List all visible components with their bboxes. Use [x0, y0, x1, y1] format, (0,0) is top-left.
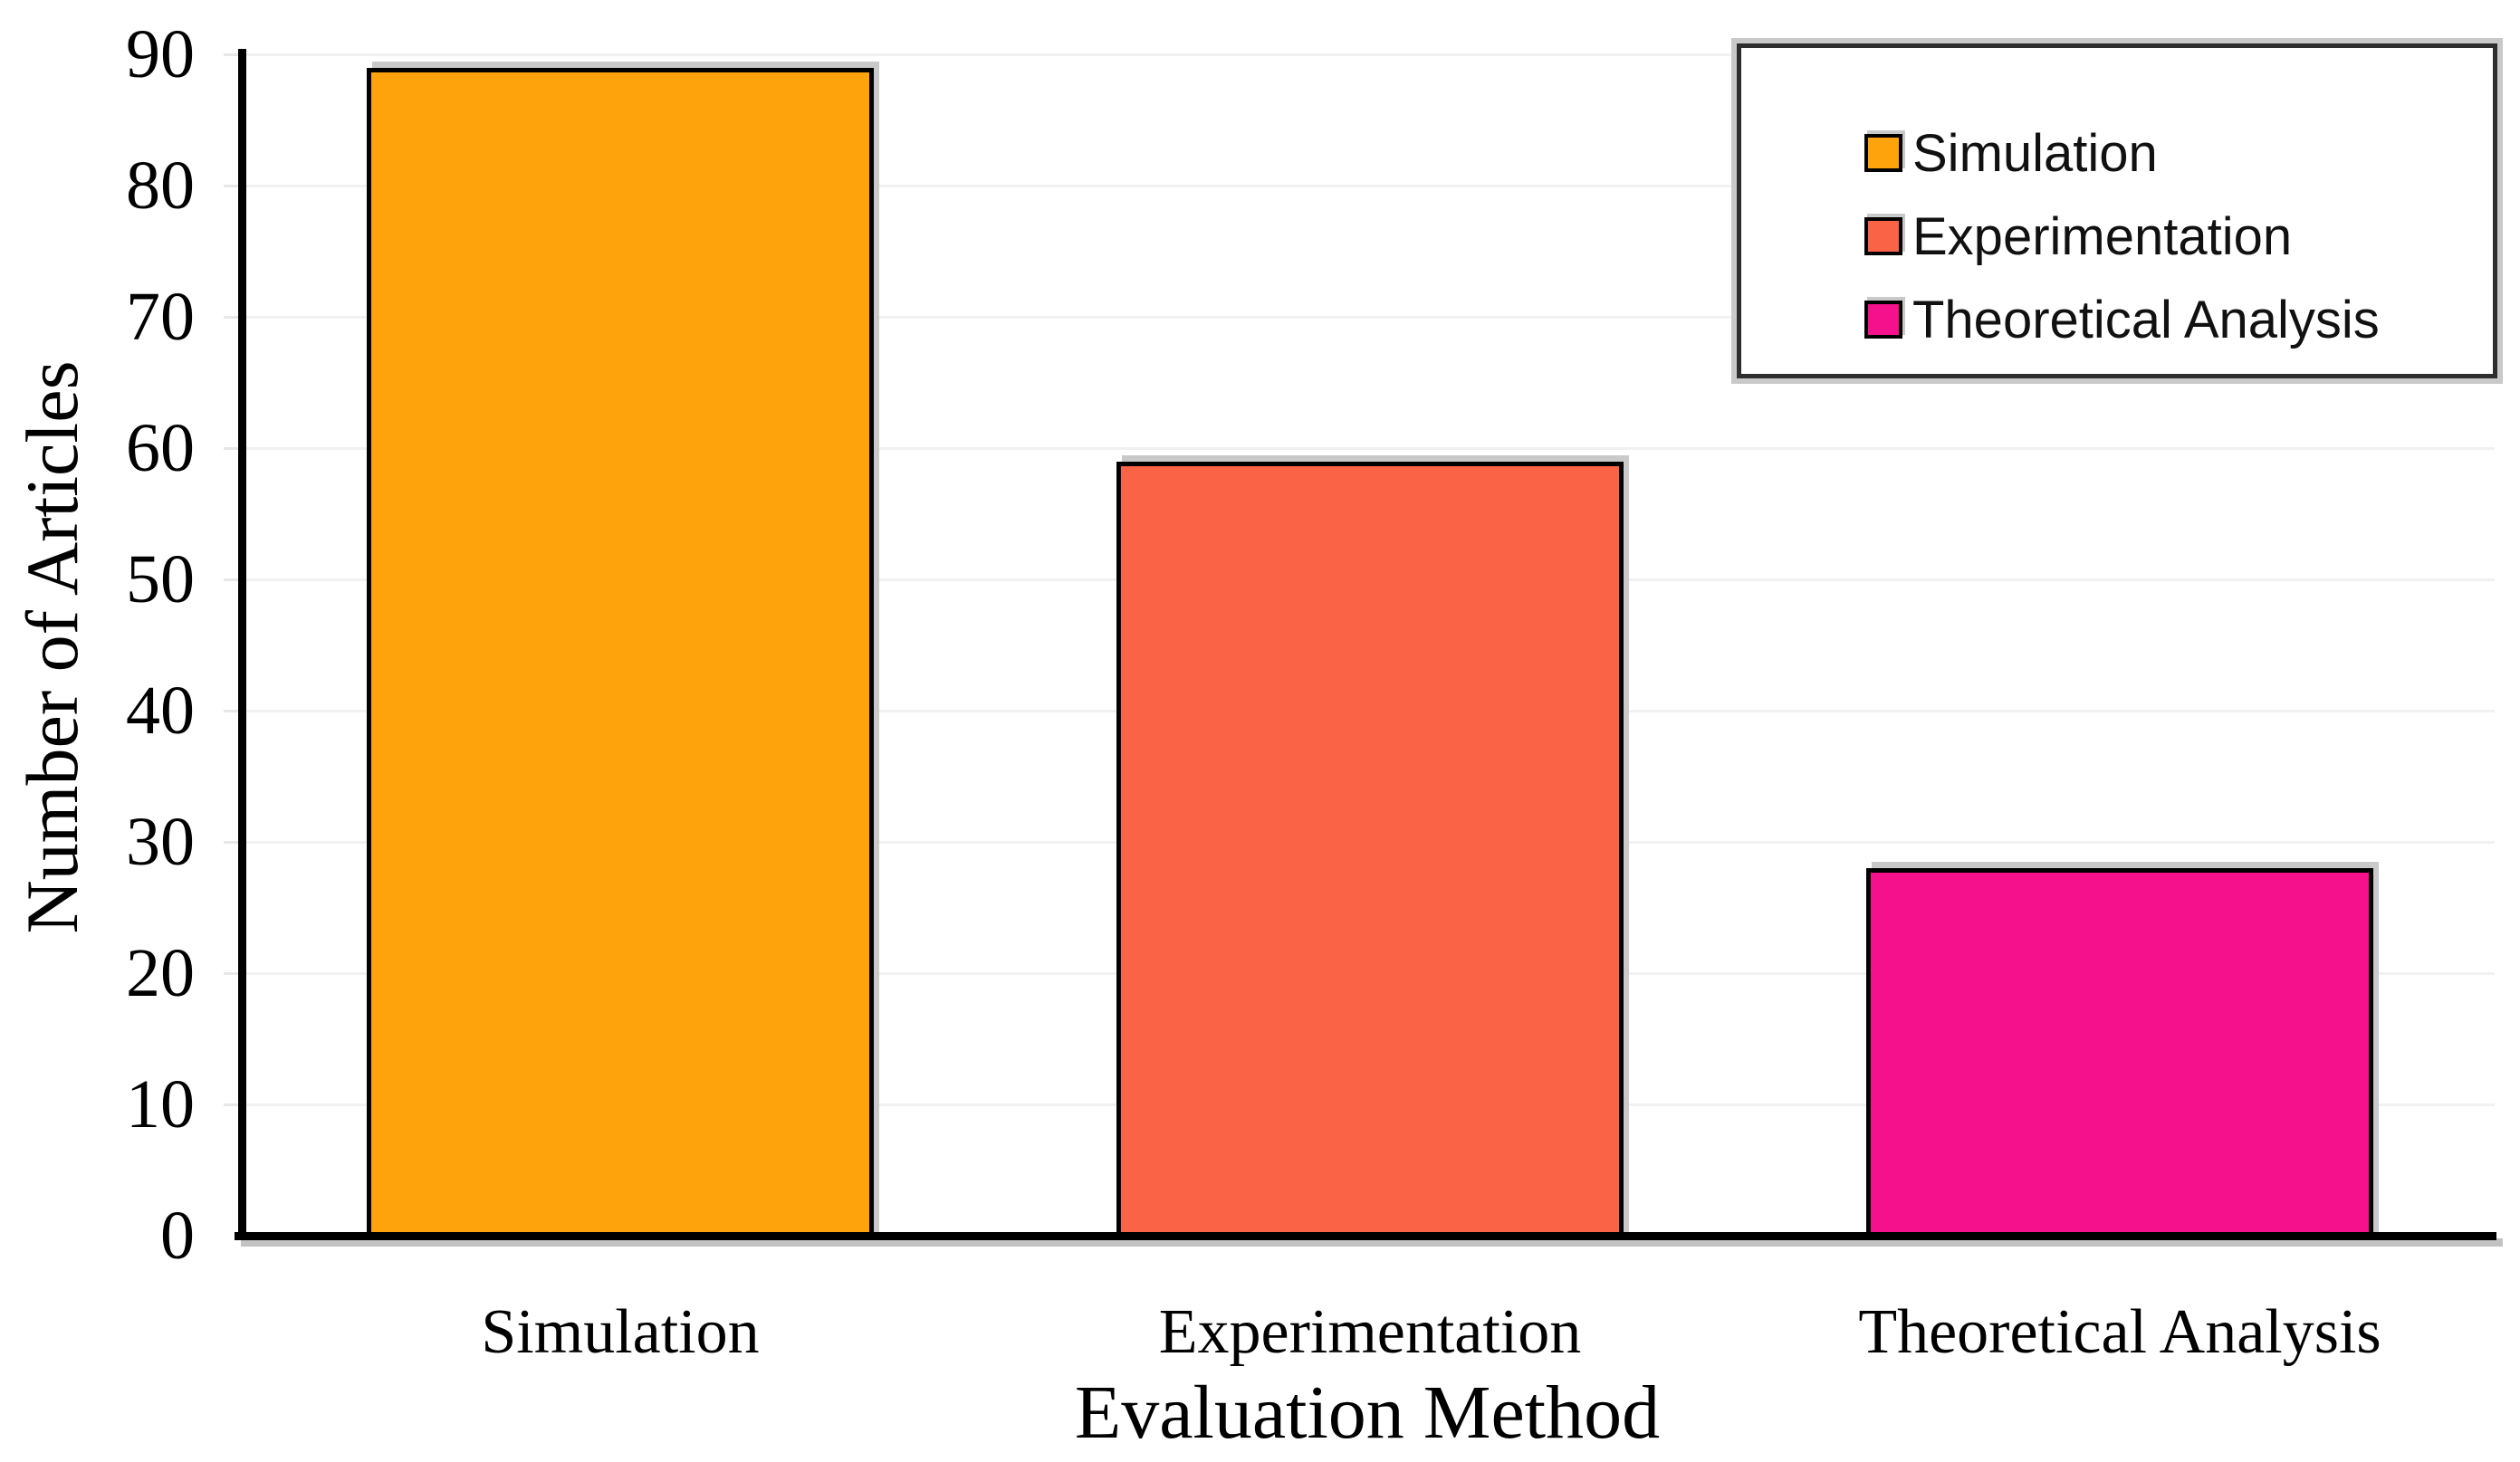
- gridline-80: [245, 185, 2495, 187]
- x-category-label-experimentation: Experimentation: [1158, 1297, 1582, 1367]
- y-tick-60: [224, 447, 245, 450]
- y-tick-30: [224, 841, 245, 844]
- y-tick-label-80: 80: [126, 148, 195, 224]
- y-tick-20: [224, 972, 245, 975]
- y-tick-label-90: 90: [126, 16, 195, 92]
- x-category-label-simulation: Simulation: [481, 1297, 760, 1367]
- y-tick-80: [224, 185, 245, 187]
- gridline-70: [245, 316, 2495, 319]
- bar-simulation: [367, 67, 874, 1239]
- x-category-label-theoretical-analysis: Theoretical Analysis: [1858, 1297, 2381, 1367]
- legend-row-theoretical-analysis: Theoretical Analysis: [1864, 278, 2493, 361]
- legend-label-simulation: Simulation: [1912, 123, 2158, 183]
- y-tick-label-60: 60: [126, 410, 195, 486]
- y-tick-50: [224, 578, 245, 581]
- y-axis-line: [238, 49, 246, 1240]
- gridline-60: [245, 447, 2495, 450]
- bar-experimentation: [1116, 461, 1624, 1239]
- y-tick-70: [224, 316, 245, 319]
- x-axis-title: Evaluation Method: [1074, 1371, 1661, 1455]
- legend: Simulation Experimentation Theoretical Ana…: [1737, 43, 2497, 378]
- y-tick-10: [224, 1104, 245, 1106]
- y-tick-label-50: 50: [126, 541, 195, 617]
- legend-row-simulation: Simulation: [1864, 111, 2493, 195]
- y-tick-label-0: 0: [160, 1198, 195, 1274]
- y-tick-90: [224, 53, 245, 56]
- legend-label-theoretical-analysis: Theoretical Analysis: [1912, 290, 2380, 349]
- legend-label-experimentation: Experimentation: [1912, 206, 2293, 266]
- x-axis-line: [235, 1232, 2496, 1240]
- y-tick-label-20: 20: [126, 935, 195, 1011]
- y-tick-label-30: 30: [126, 804, 195, 880]
- y-tick-label-70: 70: [126, 279, 195, 355]
- y-tick-40: [224, 710, 245, 712]
- y-tick-label-40: 40: [126, 673, 195, 749]
- legend-marker-experimentation: [1864, 217, 1902, 255]
- legend-row-experimentation: Experimentation: [1864, 195, 2493, 278]
- bar-theoretical-analysis: [1866, 868, 2373, 1239]
- y-tick-label-10: 10: [126, 1066, 195, 1142]
- legend-marker-theoretical-analysis: [1864, 301, 1902, 339]
- legend-marker-simulation: [1864, 134, 1902, 172]
- gridline-90: [245, 53, 2495, 56]
